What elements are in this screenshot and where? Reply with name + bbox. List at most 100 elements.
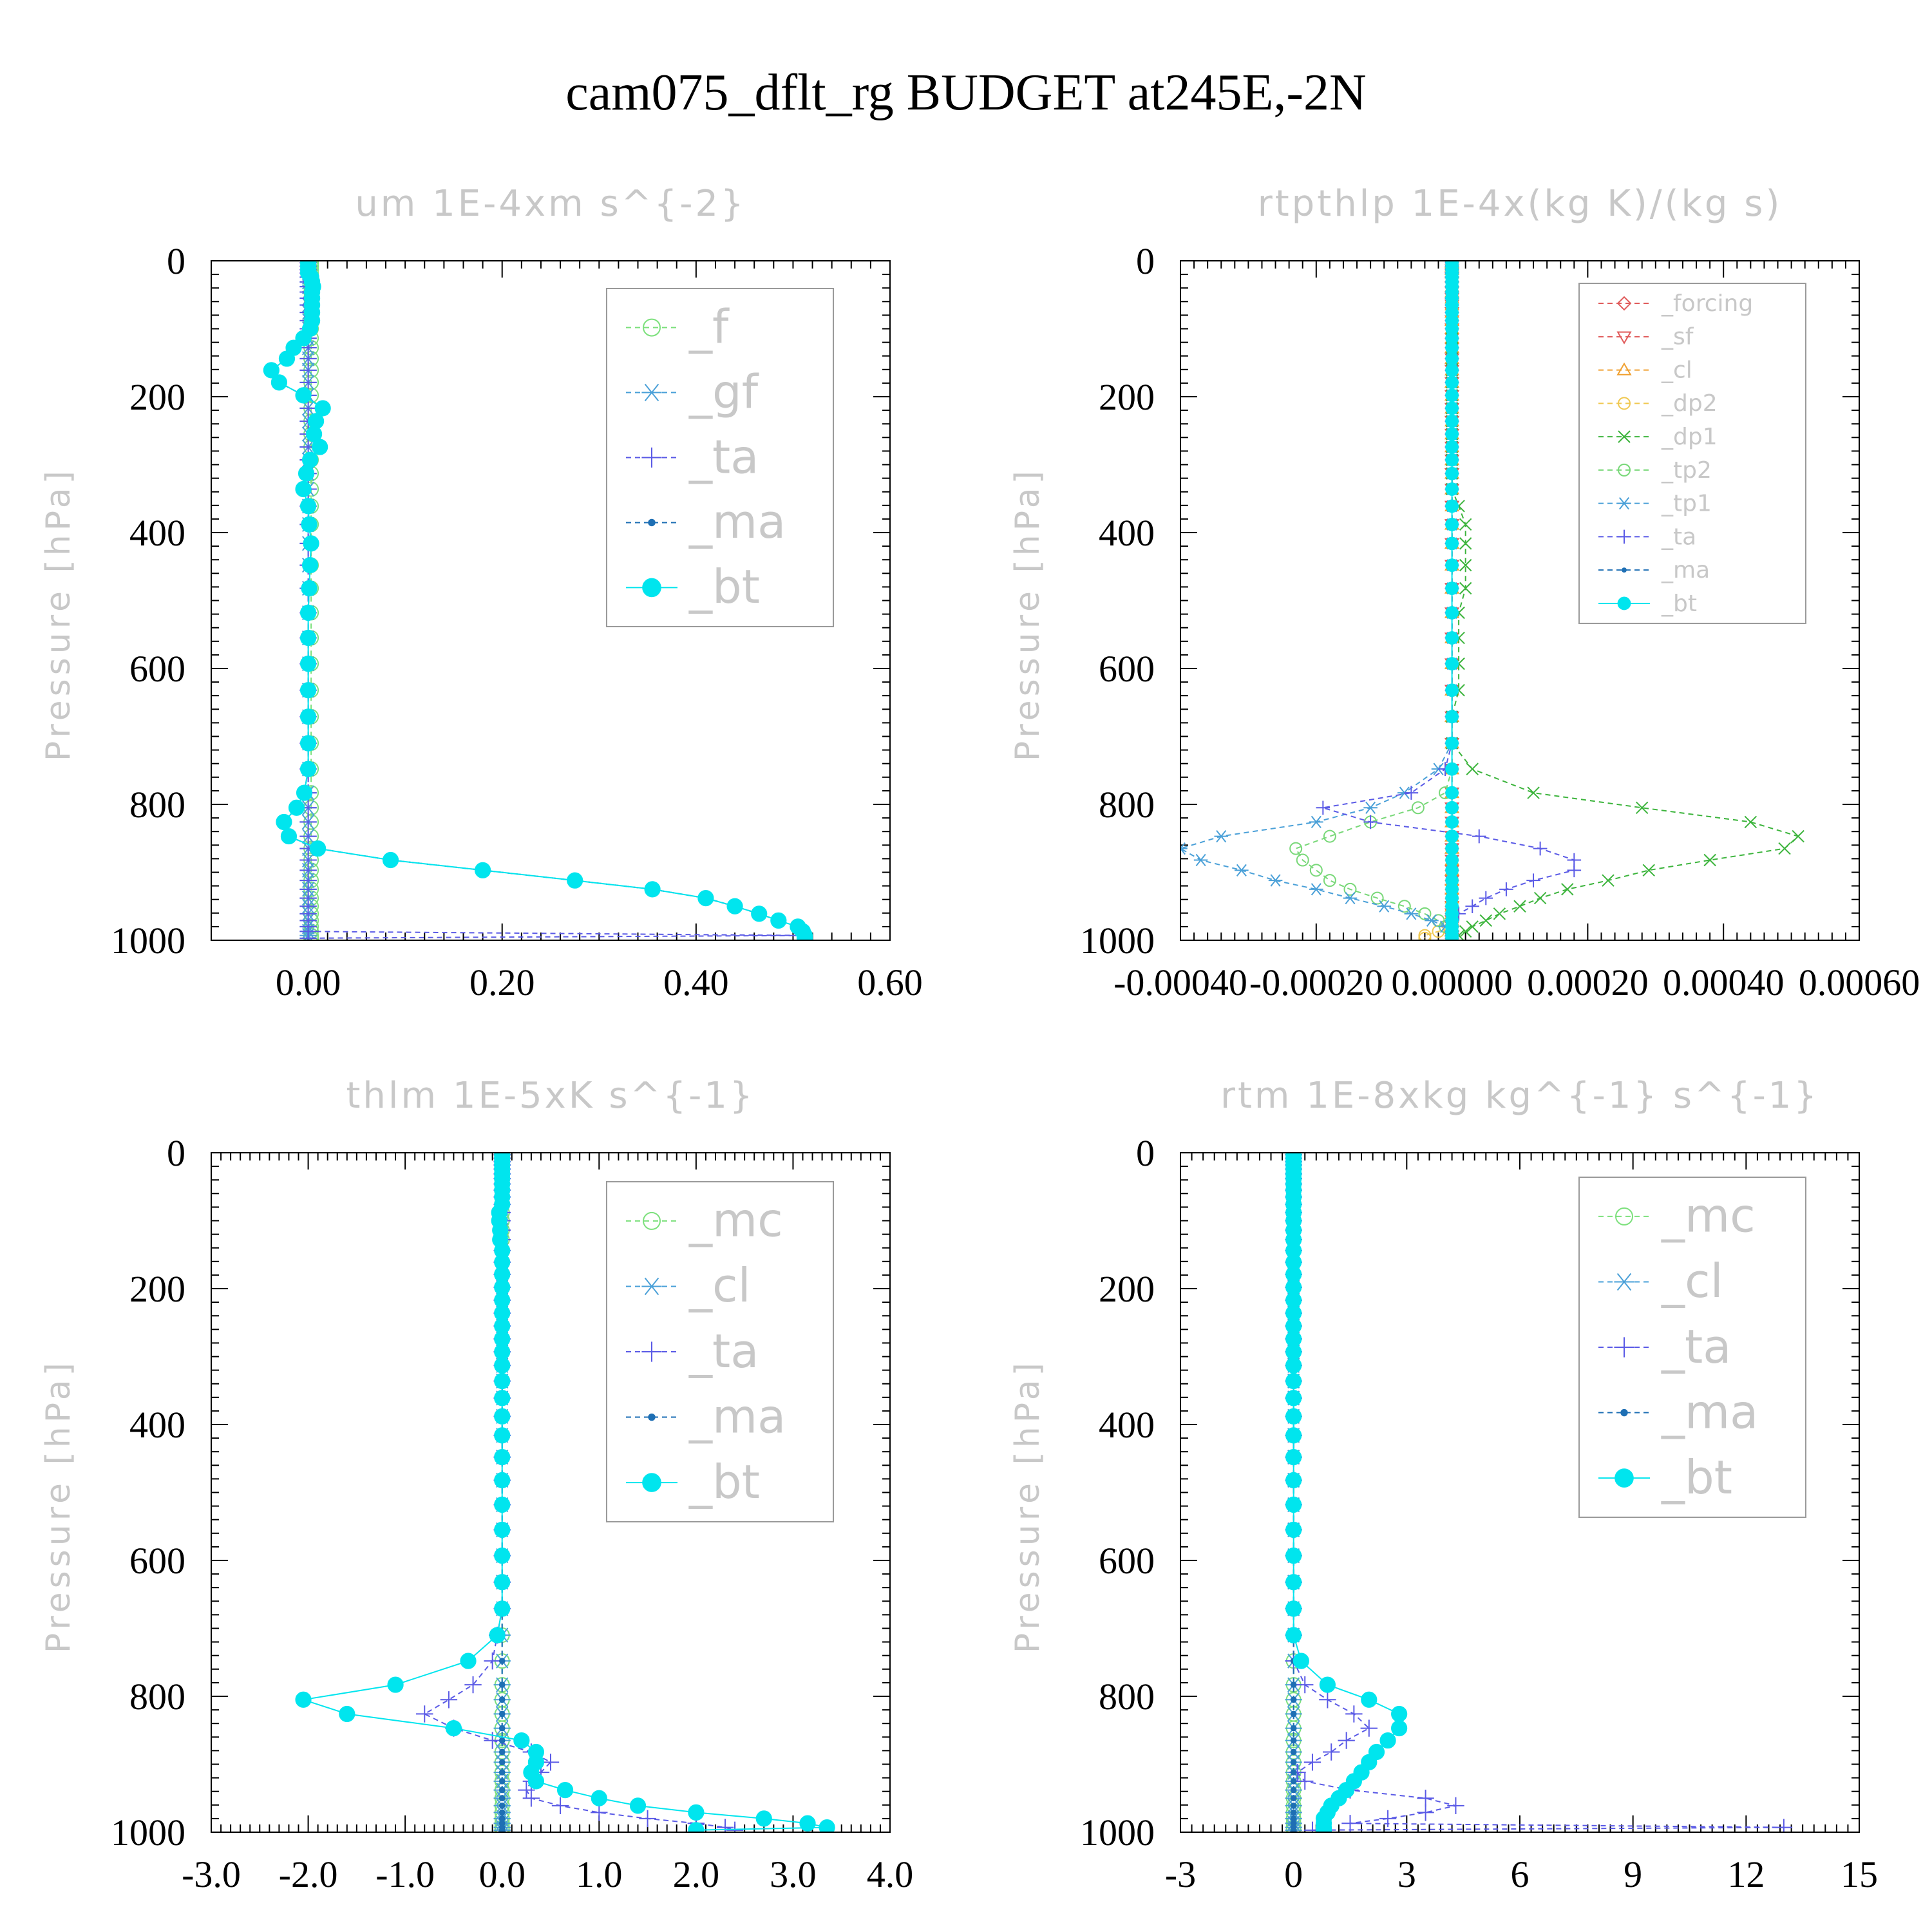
data-point xyxy=(1379,1810,1397,1828)
panel-title: thlm 1E-5xK s^{-1} xyxy=(346,1075,755,1117)
data-point xyxy=(301,580,317,597)
legend-label: _bt xyxy=(688,1455,760,1509)
data-point xyxy=(298,465,315,482)
data-point xyxy=(1290,1725,1297,1732)
data-point xyxy=(1418,931,1432,940)
data-point xyxy=(299,498,317,515)
data-point xyxy=(1379,1732,1396,1749)
legend-box xyxy=(1578,1177,1806,1518)
data-point xyxy=(1479,891,1493,905)
chart-panel-3: thlm 1E-5xK s^{-1} Pressure [hPa] -3.0 -2.0… xyxy=(39,1075,913,1895)
data-point xyxy=(1343,891,1358,905)
data-point xyxy=(498,1778,506,1785)
figure-title: cam075_dflt_rg BUDGET at245E,-2N xyxy=(565,64,1367,121)
data-point xyxy=(639,1810,656,1828)
legend-label: _ma xyxy=(688,1389,786,1443)
data-point xyxy=(1526,873,1540,887)
legend-label: _tp1 xyxy=(1661,491,1712,517)
data-point xyxy=(312,439,328,455)
data-point xyxy=(1319,1691,1336,1709)
chart-panel-2: rtpthlp 1E-4x(kg K)/(kg s) Pressure [hPa]… xyxy=(1009,183,1920,1003)
legend-box xyxy=(1578,283,1806,624)
data-point xyxy=(498,1681,506,1688)
y-tick-label: 800 xyxy=(129,784,185,826)
data-point xyxy=(263,362,279,379)
data-point xyxy=(1289,842,1303,855)
data-point xyxy=(498,1786,506,1794)
x-tick-label: 6 xyxy=(1511,1853,1530,1895)
data-point xyxy=(498,1759,506,1766)
data-point xyxy=(1341,1815,1359,1832)
data-point xyxy=(1285,1574,1302,1591)
data-point xyxy=(295,387,312,404)
data-point xyxy=(1445,466,1459,480)
data-point xyxy=(301,451,319,468)
data-point xyxy=(1466,920,1479,933)
data-point xyxy=(1290,1815,1297,1822)
data-point xyxy=(1370,891,1384,905)
data-point xyxy=(796,930,813,940)
data-point xyxy=(1319,1676,1336,1693)
data-point xyxy=(498,1826,506,1832)
legend-label: _gf xyxy=(688,365,759,419)
data-point xyxy=(299,656,317,672)
legend-label: _dp2 xyxy=(1661,390,1718,417)
data-point xyxy=(1513,900,1526,913)
data-point xyxy=(1472,829,1486,844)
data-point xyxy=(1445,388,1459,402)
data-point xyxy=(1214,829,1229,843)
y-tick-label: 800 xyxy=(129,1676,185,1718)
x-tick-label: 4.0 xyxy=(867,1853,914,1895)
data-point xyxy=(1361,1691,1378,1708)
data-point xyxy=(1417,1790,1434,1807)
data-point xyxy=(1193,853,1208,867)
data-point xyxy=(1290,1759,1297,1766)
data-point xyxy=(1445,606,1459,620)
data-point xyxy=(296,784,313,801)
data-point xyxy=(1418,907,1432,920)
legend-label: _cl xyxy=(1661,357,1692,383)
data-point xyxy=(1360,1719,1378,1737)
data-point xyxy=(494,1496,511,1513)
legend-marker xyxy=(1620,1408,1628,1417)
data-point xyxy=(1445,453,1459,467)
y-tick-label: 600 xyxy=(129,1540,185,1582)
data-point xyxy=(1363,815,1378,829)
y-tick-label: 1000 xyxy=(111,920,185,961)
data-point xyxy=(551,1797,569,1815)
x-tick-label: 0.00020 xyxy=(1527,961,1649,1003)
data-point xyxy=(1775,1819,1793,1832)
data-point xyxy=(489,1627,506,1643)
data-point xyxy=(1445,736,1459,750)
data-point xyxy=(1445,482,1459,496)
data-point xyxy=(1315,1822,1332,1832)
legend-label: _ta xyxy=(1661,524,1696,550)
data-point xyxy=(556,1781,574,1799)
data-point xyxy=(1792,829,1804,843)
data-point xyxy=(498,1725,506,1732)
data-point xyxy=(799,1815,816,1832)
data-point xyxy=(1445,517,1459,531)
x-tick-label: 0.00000 xyxy=(1391,961,1513,1003)
data-point xyxy=(280,828,298,845)
data-point xyxy=(1397,900,1411,913)
legend-label: _cl xyxy=(1661,1254,1723,1308)
legend-label: _mc xyxy=(688,1193,783,1247)
data-point xyxy=(445,1719,462,1737)
data-point xyxy=(1285,1390,1302,1406)
data-point xyxy=(1285,1427,1302,1444)
data-point xyxy=(819,1819,835,1832)
data-point xyxy=(295,1691,312,1708)
data-point xyxy=(1235,864,1249,876)
data-point xyxy=(1642,864,1655,877)
data-point xyxy=(1290,1786,1297,1794)
legend-label: _forcing xyxy=(1661,290,1753,317)
legend-marker xyxy=(1617,497,1631,510)
legend: _forcing _sf _cl _dp2 _dp1 _tp2 _tp1 _ta _ma _bt xyxy=(1578,283,1806,624)
data-point xyxy=(494,1343,511,1360)
y-tick-label: 600 xyxy=(129,648,185,690)
data-point xyxy=(1445,710,1459,724)
series-bt xyxy=(295,1153,835,1832)
panel-title: rtpthlp 1E-4x(kg K)/(kg s) xyxy=(1258,183,1783,225)
data-point xyxy=(1445,582,1459,595)
